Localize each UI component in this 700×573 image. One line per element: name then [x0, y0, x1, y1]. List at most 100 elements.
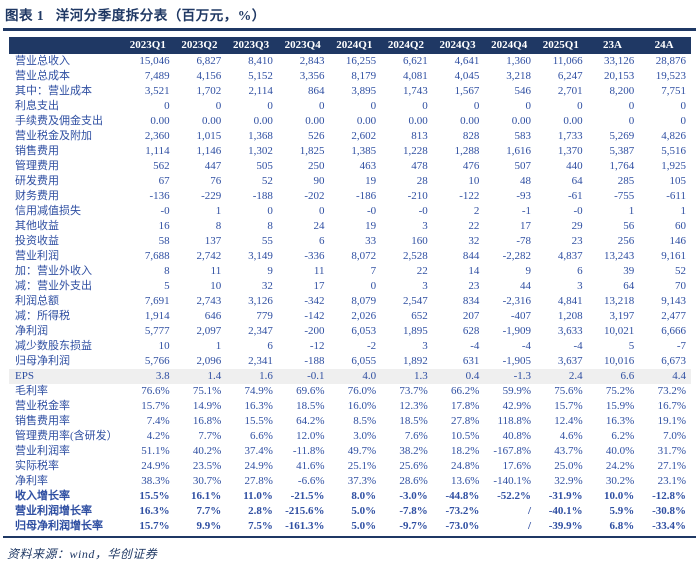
data-cell: 0 [422, 99, 428, 112]
data-cell: -1,905 [502, 354, 531, 367]
row-label: 手续费及佣金支出 [15, 114, 103, 127]
data-cell: 17.6% [502, 459, 531, 472]
data-cell: 42.9% [502, 399, 531, 412]
data-cell: 1.3 [381, 368, 433, 384]
data-cell: 8.5% [353, 414, 377, 427]
data-cell: -755 [614, 189, 635, 202]
data-cell: 10 [468, 174, 480, 187]
data-cell: -1.3 [484, 368, 536, 384]
data-cell: 4,826 [661, 129, 686, 142]
row-label: 归母净利润 [15, 354, 70, 367]
data-cell: 1,616 [506, 144, 531, 157]
data-cell: 2,097 [196, 324, 222, 337]
data-cell: 0.00 [563, 114, 583, 127]
data-cell: 1.6 [226, 368, 278, 384]
report-figure: 图表 1 洋河分季度拆分表（百万元，%） 2023Q1 2023Q2 2023Q3 2… [0, 4, 700, 573]
row-label: 净利率 [15, 474, 48, 487]
row-label: 净利润 [15, 324, 48, 337]
data-cell: 76.0% [347, 384, 377, 397]
data-cell: -200 [304, 324, 325, 337]
data-cell: 3 [422, 339, 428, 352]
data-cell: 2,528 [403, 249, 428, 262]
data-cell: 16.0% [347, 399, 377, 412]
data-cell: 2,477 [661, 309, 686, 322]
data-cell: 52 [675, 264, 686, 277]
data-cell: 2,096 [196, 354, 222, 367]
data-cell: 1,114 [145, 144, 170, 157]
data-cell: 37.3% [347, 474, 377, 487]
data-cell: 37.4% [244, 444, 273, 457]
data-cell: 8,410 [248, 54, 273, 67]
data-cell: 22 [468, 219, 480, 232]
table-row: 利息支出 0 0 0 0 0 0 0 0 0 0 0 [9, 99, 691, 114]
data-cell: 160 [411, 234, 428, 247]
row-label: 管理费用 [15, 159, 59, 172]
data-cell: 14 [468, 264, 480, 277]
data-cell: -40.1% [548, 504, 583, 517]
table-row: 研发费用 67 76 52 90 19 28 10 48 64 285 105 [9, 174, 691, 189]
data-cell: 25.6% [399, 459, 428, 472]
data-cell: 12.0% [296, 429, 325, 442]
data-cell: 17 [313, 279, 325, 292]
data-cell: 250 [308, 159, 325, 172]
data-cell: 4.2% [146, 429, 170, 442]
data-cell: 76 [210, 174, 222, 187]
data-cell: 2,026 [351, 309, 377, 322]
data-cell: 27.8% [244, 474, 273, 487]
data-cell: 3,633 [557, 324, 583, 337]
data-cell: 11.0% [243, 489, 273, 502]
data-cell: 16 [158, 219, 170, 232]
data-cell: 8.0% [351, 489, 377, 502]
data-cell: -78 [516, 234, 531, 247]
data-cell: 43.7% [554, 444, 583, 457]
data-cell: 0.00 [460, 114, 480, 127]
data-cell: 19 [365, 174, 377, 187]
data-cell: 6,247 [557, 69, 583, 82]
row-label: 营业利润 [15, 249, 59, 262]
data-cell: 4.0 [329, 368, 382, 384]
table-row: 营业税金及附加 2,360 1,015 1,368 526 2,602 813 828 583 1… [9, 129, 691, 144]
table-row: 毛利率 76.6% 75.1% 74.9% 69.6% 76.0% 73.7% 66.2% 59… [9, 384, 691, 399]
data-cell: 1,146 [196, 144, 222, 157]
data-cell: 11,066 [552, 54, 583, 67]
data-cell: 10,016 [604, 354, 635, 367]
table-row: 销售费用率 7.4% 16.8% 15.5% 64.2% 8.5% 18.5% 27.8% 11… [9, 414, 691, 429]
data-cell: 5,387 [609, 144, 635, 157]
data-cell: 1,925 [661, 159, 686, 172]
table-row: 营业利润 7,688 2,742 3,149 -336 8,072 2,528 844 -2,2… [9, 249, 691, 264]
data-cell: -7.8% [399, 504, 428, 517]
data-cell: 2,341 [248, 354, 273, 367]
data-cell: 7,691 [144, 294, 170, 307]
data-cell: 40.0% [605, 444, 635, 457]
row-label: 减：营业外支出 [15, 279, 92, 292]
figure-title: 图表 1 洋河分季度拆分表（百万元，%） [5, 8, 266, 23]
data-cell: 3.8 [123, 368, 175, 384]
data-cell: 6 [319, 234, 325, 247]
table-row: EPS 3.8 1.4 1.6 -0.1 4.0 1.3 0.4 -1.3 2.4 6.6 4.4 [9, 368, 691, 384]
data-cell: 69.6% [296, 384, 325, 397]
data-cell: -31.9% [548, 489, 583, 502]
table-row: 财务费用 -136 -229 -188 -202 -186 -210 -122 -93 -61 -7… [9, 189, 691, 204]
column-header: 23A [587, 36, 640, 54]
data-cell: 52 [261, 174, 273, 187]
data-cell: 6,666 [661, 324, 686, 337]
data-cell: 40.8% [502, 429, 531, 442]
data-cell: 0 [680, 99, 687, 112]
data-cell: 15.9% [605, 399, 635, 412]
data-cell: 4,156 [196, 69, 222, 82]
data-cell: 478 [411, 159, 428, 172]
data-cell: 12.4% [554, 414, 583, 427]
data-cell: 76.6% [141, 384, 170, 397]
data-cell: 7,688 [144, 249, 170, 262]
table-row: 归母净利润 5,766 2,096 2,341 -188 6,055 1,892 631 -1,… [9, 354, 691, 369]
data-cell: 25.0% [554, 459, 583, 472]
data-cell: -61 [567, 189, 583, 202]
data-cell: 49.7% [347, 444, 377, 457]
data-cell: 30.7% [192, 474, 222, 487]
data-cell: 10 [210, 279, 222, 292]
data-cell: 16.7% [657, 399, 686, 412]
data-cell: 779 [256, 309, 273, 322]
table-row: 减少数股东损益 10 1 6 -12 -2 3 -4 -4 -4 5 -7 [9, 339, 691, 354]
data-cell: 60 [675, 219, 686, 232]
data-cell: 18.5% [296, 399, 325, 412]
